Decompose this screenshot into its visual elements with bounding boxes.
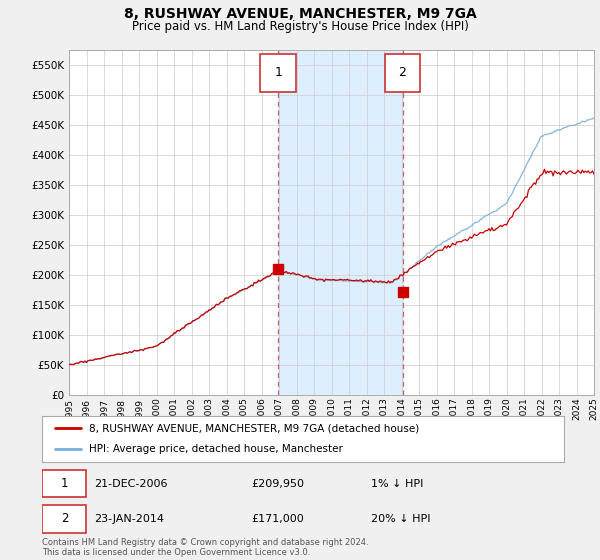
Text: 1: 1 bbox=[274, 66, 282, 80]
Text: £209,950: £209,950 bbox=[251, 479, 304, 488]
Text: 2: 2 bbox=[61, 512, 68, 525]
Text: 2: 2 bbox=[398, 66, 406, 80]
Text: 8, RUSHWAY AVENUE, MANCHESTER, M9 7GA (detached house): 8, RUSHWAY AVENUE, MANCHESTER, M9 7GA (d… bbox=[89, 423, 419, 433]
Text: Price paid vs. HM Land Registry's House Price Index (HPI): Price paid vs. HM Land Registry's House … bbox=[131, 20, 469, 32]
Text: Contains HM Land Registry data © Crown copyright and database right 2024.
This d: Contains HM Land Registry data © Crown c… bbox=[42, 538, 368, 557]
FancyBboxPatch shape bbox=[42, 470, 86, 497]
Text: £171,000: £171,000 bbox=[251, 514, 304, 524]
FancyBboxPatch shape bbox=[42, 505, 86, 533]
Text: 1: 1 bbox=[61, 477, 68, 490]
Text: 23-JAN-2014: 23-JAN-2014 bbox=[94, 514, 164, 524]
Text: 8, RUSHWAY AVENUE, MANCHESTER, M9 7GA: 8, RUSHWAY AVENUE, MANCHESTER, M9 7GA bbox=[124, 7, 476, 21]
Text: 1% ↓ HPI: 1% ↓ HPI bbox=[371, 479, 423, 488]
Text: HPI: Average price, detached house, Manchester: HPI: Average price, detached house, Manc… bbox=[89, 445, 343, 455]
Text: 20% ↓ HPI: 20% ↓ HPI bbox=[371, 514, 430, 524]
Bar bbox=[278, 50, 403, 395]
Text: 21-DEC-2006: 21-DEC-2006 bbox=[94, 479, 168, 488]
FancyBboxPatch shape bbox=[385, 54, 421, 92]
FancyBboxPatch shape bbox=[260, 54, 296, 92]
